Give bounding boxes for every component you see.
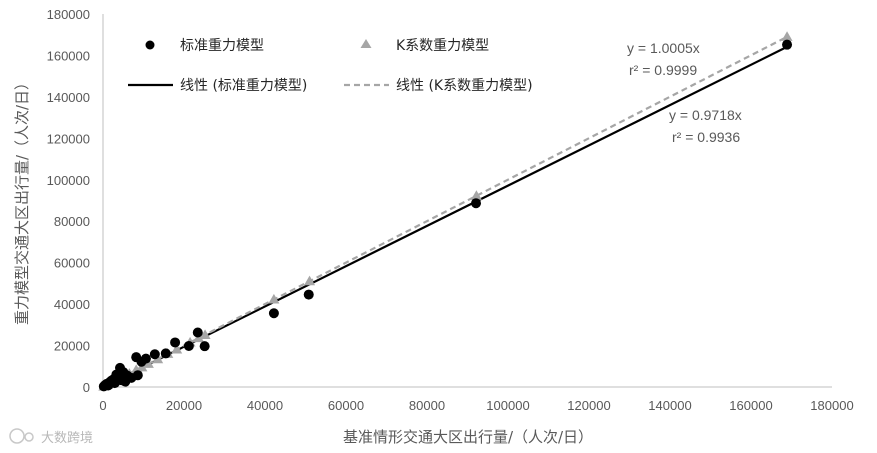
standard-model-point bbox=[199, 341, 210, 352]
x-tick-label: 100000 bbox=[486, 398, 529, 413]
x-axis-title: 基准情形交通大区出行量/（人次/日） bbox=[343, 428, 593, 446]
y-tick-label: 180000 bbox=[47, 7, 90, 22]
trendline-k bbox=[102, 35, 788, 388]
k-model-point bbox=[152, 353, 164, 364]
trendlines bbox=[102, 35, 788, 388]
standard-model-point bbox=[160, 348, 171, 359]
k-model-point bbox=[268, 293, 280, 304]
equation-standard-model: y = 0.9718x bbox=[669, 107, 742, 123]
x-tick-label: 120000 bbox=[567, 398, 610, 413]
legend: 标准重力模型 K系数重力模型 线性 (标准重力模型) 线性 (K系数重力模型) bbox=[128, 38, 533, 94]
standard-model-point bbox=[782, 39, 793, 50]
legend-label-trend-standard: 线性 (标准重力模型) bbox=[180, 78, 307, 94]
x-tick-label: 40000 bbox=[247, 398, 283, 413]
k-model-point bbox=[470, 190, 482, 200]
x-tick-label: 80000 bbox=[409, 398, 445, 413]
x-tick-label: 0 bbox=[99, 398, 106, 413]
standard-model-point bbox=[132, 370, 143, 381]
y-tick-label: 60000 bbox=[54, 256, 90, 271]
x-tick-label: 180000 bbox=[810, 398, 853, 413]
y-tick-label: 160000 bbox=[47, 48, 90, 63]
y-tick-label: 100000 bbox=[47, 173, 90, 188]
standard-model-point bbox=[140, 353, 151, 364]
data-points bbox=[98, 31, 793, 392]
watermark-logo-icon bbox=[9, 428, 25, 444]
x-tick-labels: 0 20000 40000 60000 80000 100000 120000 140000 1… bbox=[99, 398, 853, 413]
x-tick-label: 60000 bbox=[328, 398, 364, 413]
k-model-point bbox=[142, 358, 154, 368]
y-tick-label: 40000 bbox=[54, 297, 90, 312]
y-tick-label: 120000 bbox=[47, 131, 90, 146]
equation-k-model: y = 1.0005x bbox=[627, 40, 700, 56]
standard-model-point bbox=[149, 349, 160, 360]
x-tick-label: 140000 bbox=[648, 398, 691, 413]
legend-triangle-marker bbox=[360, 39, 372, 48]
standard-model-point bbox=[268, 308, 279, 319]
y-axis-title: 重力模型交通大区出行量/（人次/日） bbox=[13, 75, 31, 325]
x-tick-label: 20000 bbox=[166, 398, 202, 413]
k-model-point bbox=[304, 275, 316, 286]
legend-circle-marker bbox=[145, 40, 155, 50]
y-tick-labels: 0 20000 40000 60000 80000 100000 120000 140000 1… bbox=[47, 7, 90, 395]
standard-model-point bbox=[192, 327, 203, 338]
k-model-point bbox=[171, 343, 183, 354]
standard-model-point bbox=[471, 198, 482, 209]
watermark-logo-dot bbox=[24, 432, 34, 442]
y-tick-label: 140000 bbox=[47, 90, 90, 105]
trendline-standard bbox=[102, 45, 788, 388]
legend-label-k: K系数重力模型 bbox=[396, 38, 489, 54]
r2-standard-model: r² = 0.9936 bbox=[672, 129, 740, 145]
legend-label-standard: 标准重力模型 bbox=[180, 38, 264, 54]
y-tick-label: 0 bbox=[83, 380, 90, 395]
r2-k-model: r² = 0.9999 bbox=[629, 62, 697, 78]
standard-model-point bbox=[183, 340, 194, 351]
standard-model-point bbox=[170, 337, 181, 348]
y-tick-label: 80000 bbox=[54, 214, 90, 229]
y-tick-label: 20000 bbox=[54, 339, 90, 354]
watermark-text: 大数跨境 bbox=[41, 431, 93, 446]
legend-label-trend-k: 线性 (K系数重力模型) bbox=[396, 78, 533, 94]
standard-model-point bbox=[303, 289, 314, 300]
x-tick-label: 160000 bbox=[729, 398, 772, 413]
k-model-point bbox=[199, 329, 211, 340]
k-model-point bbox=[781, 31, 793, 41]
watermark: 大数跨境 bbox=[9, 428, 93, 446]
